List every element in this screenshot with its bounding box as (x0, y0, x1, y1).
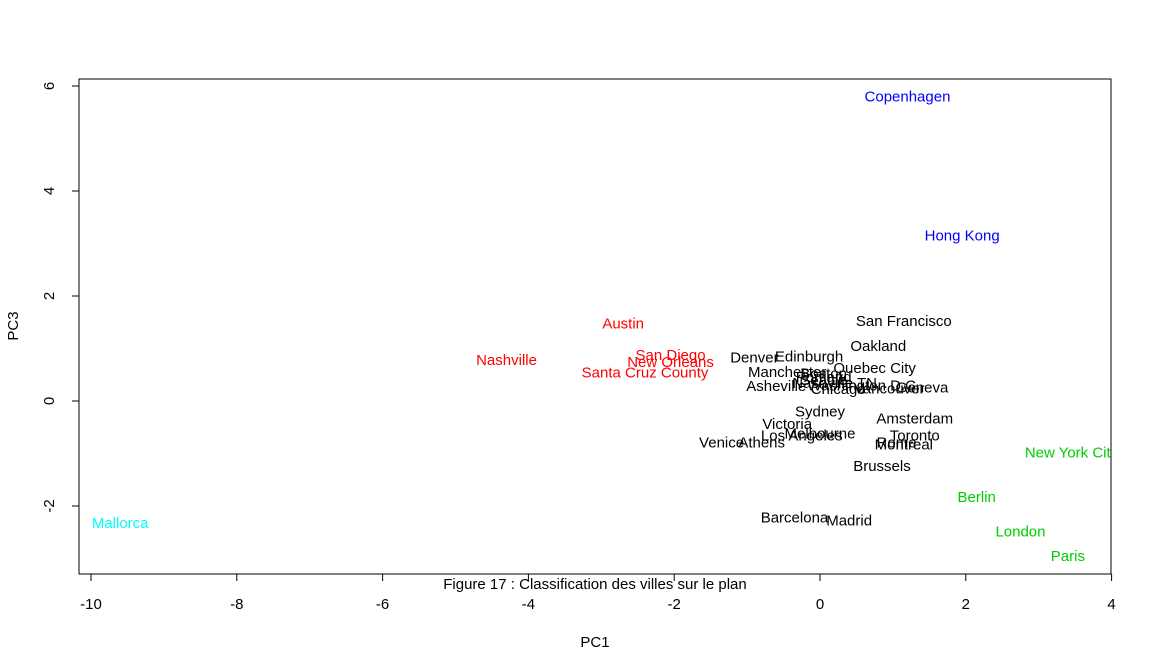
y-tick-label: 0 (41, 397, 58, 405)
point-label: Mallorca (92, 515, 149, 532)
x-tick-label: -6 (376, 596, 389, 613)
point-label: Copenhagen (865, 89, 951, 106)
point-label: Rome (877, 434, 917, 451)
point-label: Santa Cruz County (582, 365, 709, 382)
point-labels-layer: Copenhagen Hong Kong Austin Nashville San Di… (92, 89, 1119, 565)
y-axis-title: PC3 (5, 311, 22, 340)
point-label: Toronto (890, 428, 940, 445)
x-tick-label: -4 (522, 596, 535, 613)
point-label: Victoria (762, 416, 812, 433)
x-tick-label: -2 (668, 596, 681, 613)
point-label: Oakland (850, 338, 906, 355)
point-label: Melbourne (785, 426, 856, 443)
point-label: San Francisco (856, 313, 952, 330)
point-label: Denver (730, 349, 778, 366)
point-label: Nashville TN (792, 375, 877, 392)
point-label: Venice (699, 434, 744, 451)
point-label: Barcelona (761, 510, 829, 527)
point-label: Boston (800, 366, 847, 383)
point-label: Nashville (476, 352, 537, 369)
point-label: Washington D.C. (807, 377, 920, 394)
point-label: Athens (738, 434, 785, 451)
point-label: Hong Kong (925, 228, 1000, 245)
x-axis-title: PC1 (580, 634, 609, 651)
plot-area-frame (78, 78, 1112, 575)
point-label: Los Angeles (761, 428, 843, 445)
point-label: London (995, 524, 1045, 541)
point-label: Berlin (958, 489, 996, 506)
point-label: Geneva (896, 379, 949, 396)
x-tick-label: -10 (80, 596, 102, 613)
point-label: Brussels (853, 458, 911, 475)
point-label: Quebec City (833, 360, 916, 377)
point-label: Chicago (811, 381, 866, 398)
y-axis: -2 0 2 4 6 (41, 82, 80, 513)
point-label: New York City (1025, 444, 1119, 461)
point-label: San Diego (636, 347, 706, 364)
point-label: Madrid (826, 513, 872, 530)
point-label: Paris (1051, 548, 1085, 565)
x-tick-label: 2 (962, 596, 970, 613)
point-label: Montreal (875, 437, 933, 454)
x-axis: -10 -8 -6 -4 -2 0 2 4 (80, 573, 1116, 613)
x-tick-label: -8 (230, 596, 243, 613)
x-tick-label: 0 (816, 596, 824, 613)
y-tick-label: -2 (41, 499, 58, 512)
point-label: Vancouver (854, 380, 925, 397)
y-tick-label: 4 (41, 187, 58, 195)
figure-caption: Figure 17 : Classification des villes su… (443, 576, 746, 593)
point-label: Manchester (748, 364, 826, 381)
point-label: Seattle (800, 372, 847, 389)
point-label: Amsterdam (876, 410, 953, 427)
point-label: Asheville (746, 378, 806, 395)
point-label: Portland (796, 369, 852, 386)
x-tick-label: 4 (1107, 596, 1115, 613)
point-label: New Orleans (627, 354, 714, 371)
point-label: Austin (602, 315, 644, 332)
y-tick-label: 6 (41, 82, 58, 90)
y-tick-label: 2 (41, 292, 58, 300)
point-label: Sydney (795, 404, 846, 421)
point-label: Edinburgh (775, 348, 843, 365)
